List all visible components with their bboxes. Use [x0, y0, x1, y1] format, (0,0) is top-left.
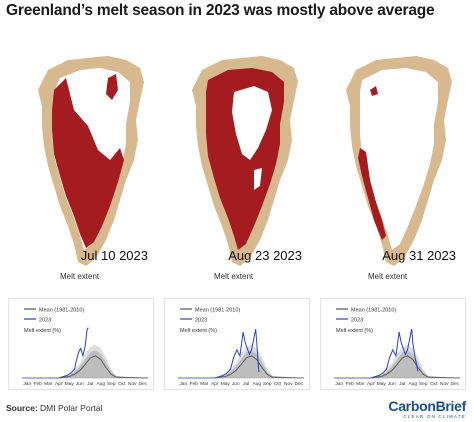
x-tick-label: Jun	[76, 381, 84, 387]
y-axis-label: Melt extent (%)	[336, 328, 373, 334]
ice-interior	[360, 68, 438, 250]
x-tick-label: Feb	[34, 381, 43, 387]
x-tick-label: Jul	[399, 381, 405, 387]
x-tick-label: May	[377, 381, 387, 387]
greenland-map-3	[346, 56, 452, 266]
y-axis-label: Melt extent (%)	[180, 328, 217, 334]
x-tick-label: Feb	[346, 381, 355, 387]
x-tick-label: May	[221, 381, 231, 387]
series-2023-line	[178, 329, 260, 379]
x-tick-label: Mar	[44, 381, 53, 387]
chart-panel-1: Mean (1981-2010) 2023 Melt extent (%) Jan Fe…	[8, 298, 154, 390]
x-tick-label: Jan	[23, 381, 31, 387]
mean-line	[22, 355, 149, 379]
legend-mean-label: Mean (1981-2010)	[39, 308, 84, 314]
brand-name: CarbonBrief	[388, 398, 466, 414]
source-label: Source:	[6, 403, 38, 413]
map-panel-1: Jul 10 2023 Melt extent	[8, 30, 158, 281]
x-tick-label: Apr	[211, 381, 219, 387]
mean-line	[178, 355, 305, 379]
page-title: Greenland’s melt season in 2023 was most…	[6, 2, 435, 19]
x-tick-label: Mar	[356, 381, 365, 387]
x-tick-label: Apr	[55, 381, 63, 387]
map-date: Aug 31 2023	[382, 248, 456, 263]
x-tick-label: Feb	[190, 381, 199, 387]
x-tick-label: Jun	[388, 381, 396, 387]
melt-area	[52, 78, 124, 248]
x-tick-label: Aug	[408, 381, 417, 387]
x-tick-label: Jan	[335, 381, 343, 387]
melt-chart-2: Mean (1981-2010) 2023 Melt extent (%) Jan Fe…	[164, 298, 310, 390]
x-tick-label: Apr	[367, 381, 375, 387]
ice-interior	[232, 86, 272, 160]
mean-line	[334, 355, 461, 379]
brand-tagline: CLEAR ON CLIMATE	[403, 414, 466, 419]
legend-2023-label: 2023	[195, 318, 207, 324]
y-axis-label: Melt extent (%)	[24, 328, 61, 334]
map-panel-2: Aug 23 2023 Melt extent	[162, 30, 312, 281]
legend-2023-label: 2023	[39, 318, 51, 324]
x-tick-label: Jun	[232, 381, 240, 387]
x-tick-label: Sep	[263, 381, 272, 387]
x-tick-label: Dec	[294, 381, 303, 387]
melt-area-north	[370, 86, 378, 96]
x-tick-label: Aug	[96, 381, 105, 387]
ice-patch	[254, 168, 262, 190]
source-text: DMI Polar Portal	[40, 403, 103, 413]
chart-panel-2: Mean (1981-2010) 2023 Melt extent (%) Jan Fe…	[164, 298, 310, 390]
x-tick-label: Oct	[118, 381, 126, 387]
series-2023-line	[334, 329, 419, 379]
x-tick-label: Oct	[274, 381, 282, 387]
chart-panel-3: Mean (1981-2010) 2023 Melt extent (%) Jan Fe…	[320, 298, 466, 390]
map-caption: Melt extent	[60, 272, 100, 281]
greenland-map-1	[38, 56, 144, 266]
map-panel-3: Aug 31 2023 Melt extent	[316, 30, 466, 281]
map-date: Aug 23 2023	[228, 248, 302, 263]
map-date: Jul 10 2023	[80, 248, 148, 263]
x-tick-label: Jan	[179, 381, 187, 387]
x-tick-label: Jul	[87, 381, 93, 387]
x-tick-label: Nov	[440, 381, 449, 387]
x-tick-label: Aug	[252, 381, 261, 387]
melt-area	[358, 148, 386, 240]
x-tick-label: Nov	[284, 381, 293, 387]
brand-logo: CarbonBrief CLEAR ON CLIMATE	[388, 398, 466, 419]
x-tick-label: Nov	[128, 381, 137, 387]
map-caption: Melt extent	[214, 272, 254, 281]
x-tick-label: Mar	[200, 381, 209, 387]
x-tick-label: Dec	[450, 381, 459, 387]
x-tick-label: Dec	[138, 381, 147, 387]
melt-chart-3: Mean (1981-2010) 2023 Melt extent (%) Jan Fe…	[320, 298, 466, 390]
x-tick-label: May	[65, 381, 75, 387]
x-tick-label: Jul	[243, 381, 249, 387]
greenland-map-2	[192, 56, 298, 266]
x-tick-label: Sep	[107, 381, 116, 387]
x-tick-label: Sep	[419, 381, 428, 387]
melt-area-east	[106, 74, 118, 100]
legend-mean-label: Mean (1981-2010)	[195, 308, 240, 314]
legend-2023-label: 2023	[351, 318, 363, 324]
legend-mean-label: Mean (1981-2010)	[351, 308, 396, 314]
map-caption: Melt extent	[368, 272, 408, 281]
series-2023-line	[22, 327, 89, 379]
x-tick-label: Oct	[430, 381, 438, 387]
source-note: Source: DMI Polar Portal	[6, 403, 102, 413]
melt-chart-1: Mean (1981-2010) 2023 Melt extent (%) Jan Fe…	[8, 298, 154, 390]
